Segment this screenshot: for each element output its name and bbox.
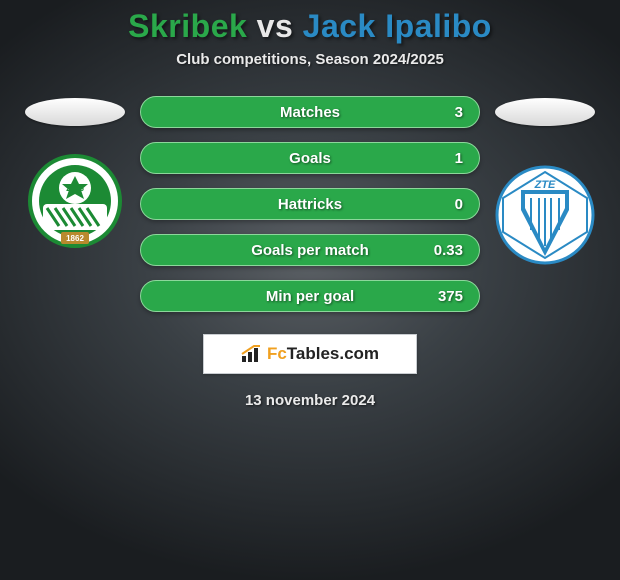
player2-club-badge: ZTE [495, 160, 595, 270]
player1-oval [25, 98, 125, 126]
stat-label: Goals per match [141, 235, 479, 265]
stat-row-matches: Matches 3 [140, 96, 480, 128]
comparison-title: Skribek vs Jack Ipalibo [128, 8, 492, 45]
stat-value: 1 [455, 143, 463, 173]
date-text: 13 november 2024 [245, 392, 375, 409]
bar-chart-icon [241, 345, 263, 363]
player1-club-badge: 2006 1862 [25, 146, 125, 256]
badge-letters: ZTE [534, 179, 556, 191]
stat-row-min-per-goal: Min per goal 375 [140, 280, 480, 312]
subtitle: Club competitions, Season 2024/2025 [176, 51, 444, 68]
club-badge-left-icon: 2006 1862 [25, 146, 125, 256]
stat-label: Hattricks [141, 189, 479, 219]
vs-text: vs [257, 8, 294, 44]
stat-label: Min per goal [141, 281, 479, 311]
stat-row-goals: Goals 1 [140, 142, 480, 174]
main-row: 2006 1862 Matches 3 Goals [0, 96, 620, 312]
brand-text: FcTables.com [267, 344, 379, 364]
badge-year-top: 2006 [66, 184, 84, 193]
stat-row-hattricks: Hattricks 0 [140, 188, 480, 220]
left-side: 2006 1862 [20, 96, 130, 256]
stat-label: Matches [141, 97, 479, 127]
infographic-root: Skribek vs Jack Ipalibo Club competition… [0, 0, 620, 580]
player2-oval [495, 98, 595, 126]
stat-label: Goals [141, 143, 479, 173]
stat-value: 0 [455, 189, 463, 219]
player1-name: Skribek [128, 8, 247, 44]
brand-prefix: Fc [267, 344, 287, 363]
stats-column: Matches 3 Goals 1 Hattricks 0 Goals per … [140, 96, 480, 312]
brand-suffix: Tables.com [287, 344, 379, 363]
stat-row-goals-per-match: Goals per match 0.33 [140, 234, 480, 266]
player2-name: Jack Ipalibo [303, 8, 492, 44]
brand-box: FcTables.com [203, 334, 417, 374]
right-side: ZTE [490, 96, 600, 270]
badge-year-bottom: 1862 [66, 234, 84, 243]
club-badge-right-icon: ZTE [495, 160, 595, 270]
stat-value: 3 [455, 97, 463, 127]
stat-value: 375 [438, 281, 463, 311]
stat-value: 0.33 [434, 235, 463, 265]
